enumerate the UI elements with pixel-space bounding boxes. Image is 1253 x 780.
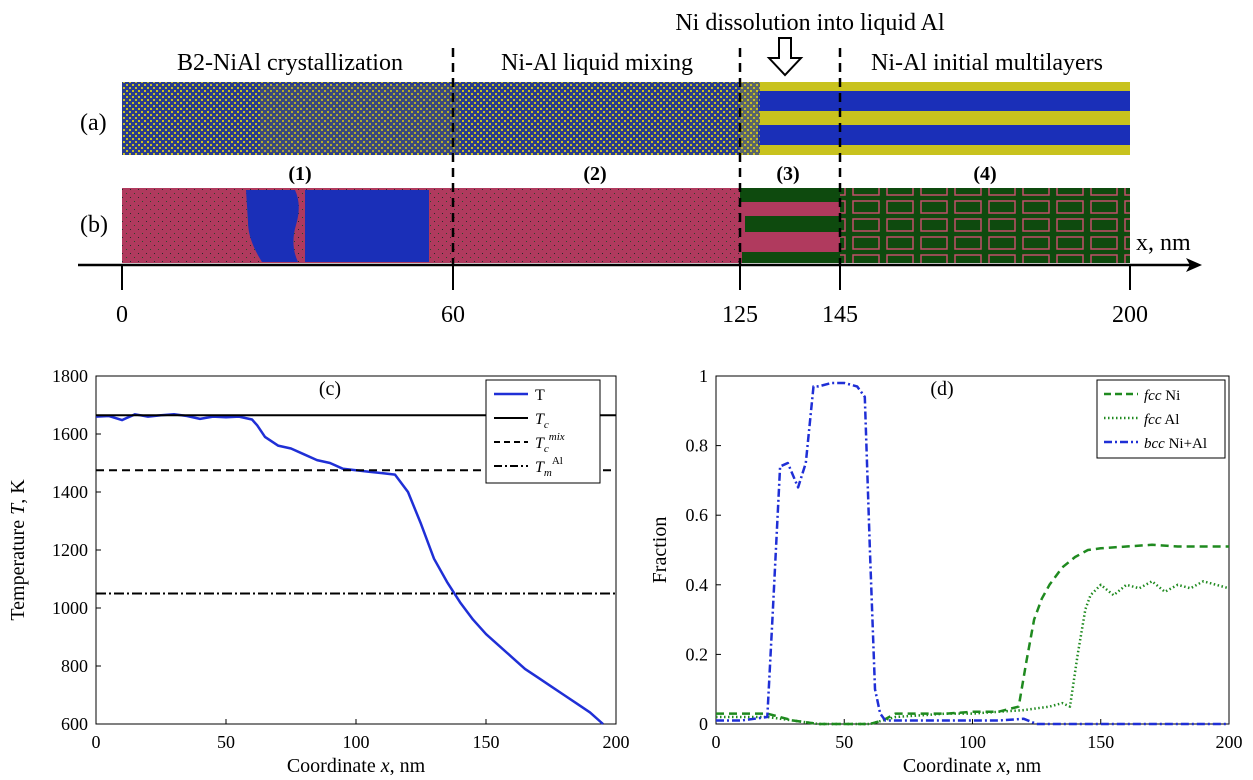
c-xtick-label: 0 (92, 732, 101, 752)
series-fcc-al (716, 580, 1230, 726)
schematic: Ni dissolution into liquid Al B2-NiAl cr… (78, 10, 1202, 328)
series-fcc-ni (716, 543, 1229, 726)
schematic-axis-label: x, nm (1136, 230, 1191, 256)
schematic-x-axis: x, nm 0 60 125 145 200 (78, 230, 1202, 328)
chart-d-ylabel: Fraction (649, 517, 671, 584)
schematic-tick-145: 145 (822, 302, 858, 328)
schematic-tick-60: 60 (441, 302, 465, 328)
c-ytick-label: 1200 (52, 540, 88, 560)
c-xtick-label: 50 (217, 732, 235, 752)
legend-c-T: T (535, 387, 545, 404)
chart-c-xlabel: Coordinate x, nm (287, 755, 426, 777)
chart-fraction: (d) 0 50 100 150 200 0 0.2 0.4 0.6 0.8 1 Coordinat… (649, 366, 1243, 777)
legend-d-fccAl: fcc Al (1144, 412, 1179, 428)
chart-c-panel-label: (c) (319, 378, 341, 400)
chart-temperature: (c) 0 50 100 150 200 600 800 1000 1200 1400 1600 18… (7, 366, 630, 777)
d-xtick-label: 150 (1087, 732, 1114, 752)
d-ytick-label: 0 (699, 714, 708, 734)
region-number-1: (1) (288, 163, 311, 185)
section-label-crystallization: B2-NiAl crystallization (177, 50, 403, 76)
schematic-tick-200: 200 (1112, 302, 1148, 328)
dissolution-label: Ni dissolution into liquid Al (675, 10, 945, 36)
series-bcc-ni-al (716, 381, 1229, 726)
row-label-b: (b) (80, 212, 108, 238)
d-xtick-label: 200 (1216, 732, 1243, 752)
c-xtick-label: 100 (343, 732, 370, 752)
region-number-3: (3) (776, 163, 799, 185)
chart-c-ylabel: Temperature T, K (7, 479, 29, 621)
c-xtick-label: 150 (473, 732, 500, 752)
legend-d-fccNi: fcc Ni (1144, 388, 1180, 404)
atom-strip-a (122, 82, 1130, 155)
d-ytick-label: 1 (699, 366, 708, 386)
row-label-a: (a) (80, 110, 107, 136)
d-ytick-label: 0.4 (686, 575, 709, 595)
c-ytick-label: 1000 (52, 598, 88, 618)
legend-d-bcc: bcc Ni+Al (1144, 436, 1207, 452)
c-ytick-label: 600 (61, 714, 88, 734)
c-xtick-label: 200 (603, 732, 630, 752)
region-separators (451, 48, 842, 265)
region-number-4: (4) (973, 163, 996, 185)
d-ytick-label: 0.6 (686, 505, 709, 525)
schematic-tick-0: 0 (116, 302, 128, 328)
c-ytick-label: 1600 (52, 424, 88, 444)
region-number-2: (2) (583, 163, 606, 185)
schematic-tick-125: 125 (722, 302, 758, 328)
c-ytick-label: 1800 (52, 366, 88, 386)
atom-strip-b (122, 188, 1130, 263)
d-xtick-label: 50 (835, 732, 853, 752)
down-arrow-icon (766, 37, 804, 77)
chart-d-panel-label: (d) (930, 378, 953, 400)
chart-d-xlabel: Coordinate x, nm (903, 755, 1042, 777)
d-ytick-label: 0.2 (686, 644, 709, 664)
d-ytick-label: 0.8 (686, 436, 709, 456)
d-xtick-label: 0 (712, 732, 721, 752)
chart-d-legend: fcc Ni fcc Al bcc Ni+Al (1096, 379, 1226, 459)
c-ytick-label: 1400 (52, 482, 88, 502)
chart-c-legend: T Tc Tcmix TmAl (485, 379, 601, 484)
d-xtick-label: 100 (959, 732, 986, 752)
section-label-multilayers: Ni-Al initial multilayers (871, 50, 1103, 76)
c-ytick-label: 800 (61, 656, 88, 676)
region-numbers: (1) (2) (3) (4) (288, 163, 996, 185)
section-label-mixing: Ni-Al liquid mixing (501, 50, 693, 76)
